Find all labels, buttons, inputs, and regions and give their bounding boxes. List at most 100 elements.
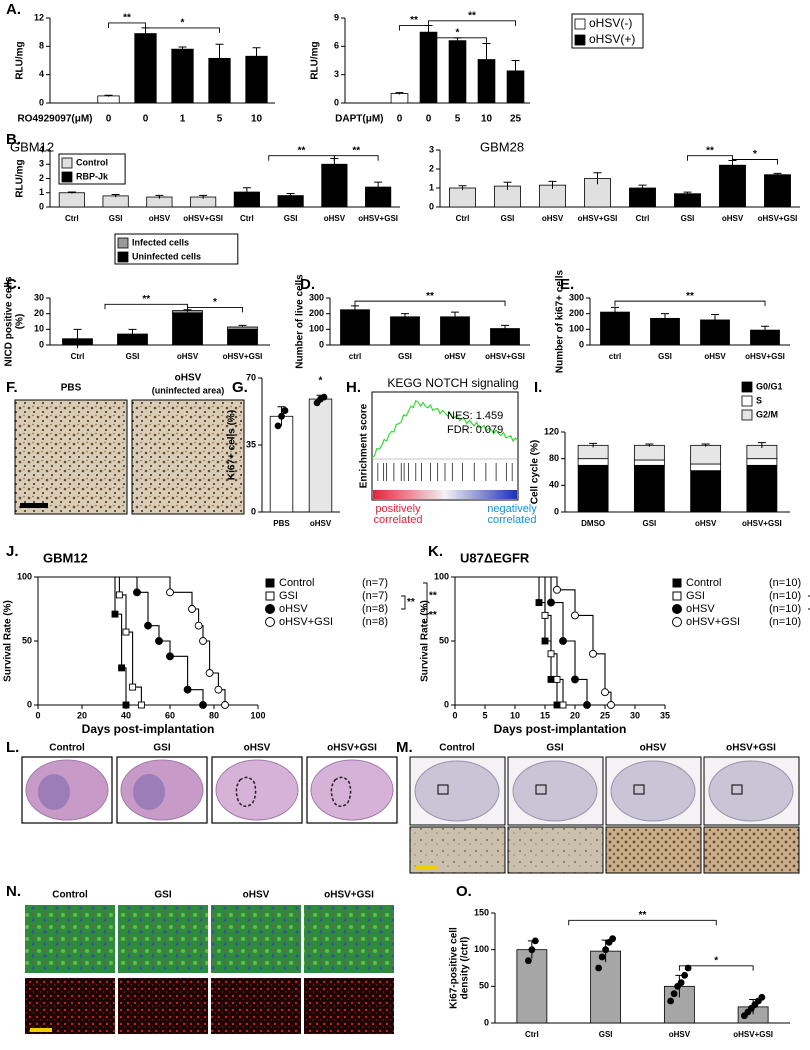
legend-n: (n=10) xyxy=(769,577,801,589)
x-tick-label: GSI xyxy=(658,352,672,361)
marker xyxy=(111,610,119,618)
y-tick-label: 0 xyxy=(39,97,44,107)
x-tick-label: oHSV+GSI xyxy=(578,214,618,223)
error-bar xyxy=(645,443,654,447)
error-bar xyxy=(661,313,669,324)
marker xyxy=(133,588,141,597)
error-bar xyxy=(286,192,295,198)
significance-bracket xyxy=(678,965,754,971)
y-tick-label: 2 xyxy=(39,173,44,183)
image-note: (uninfected area) xyxy=(152,385,225,395)
marker xyxy=(547,650,555,658)
significance-label: ** xyxy=(407,597,415,608)
legend-label: G2/M xyxy=(756,409,778,419)
tumor-outline xyxy=(330,776,352,807)
legend-marker xyxy=(265,578,275,588)
legend-marker xyxy=(672,578,682,588)
inset-box xyxy=(535,784,547,795)
y-tick-label: 40 xyxy=(549,480,559,490)
bar xyxy=(633,444,665,461)
data-point xyxy=(667,997,675,1005)
x-tick-label: GSI xyxy=(501,214,515,223)
legend-swatch xyxy=(574,34,586,46)
bar xyxy=(449,187,476,208)
y-tick-label: 200 xyxy=(569,308,584,318)
y-tick-label: 0 xyxy=(554,506,559,516)
fluorescence-merged xyxy=(304,905,394,973)
x-tick-label: oHSV xyxy=(542,214,564,223)
significance-bracket xyxy=(568,919,717,926)
y-axis-label: Enrichment score xyxy=(359,403,370,488)
panel-label: K. xyxy=(428,543,443,560)
y-tick-label: 10 xyxy=(34,324,44,334)
y-tick-label: 35 xyxy=(246,439,256,449)
legend-n: (n=10) xyxy=(769,616,801,628)
marker xyxy=(547,675,555,683)
gsea-label: correlated xyxy=(488,514,537,526)
legend-label: S xyxy=(756,395,762,405)
x-tick-label: 0 xyxy=(106,114,112,125)
marker xyxy=(205,669,214,677)
marker xyxy=(559,701,567,709)
gsea-label: correlated xyxy=(374,514,423,526)
y-tick-label: 0 xyxy=(484,1017,489,1027)
y-tick-label: 100 xyxy=(474,944,489,954)
significance-label: ** xyxy=(706,145,714,156)
image-label: GSI xyxy=(154,890,171,901)
panel-label: A. xyxy=(6,1,21,18)
y-axis-label: RLU/mg xyxy=(310,41,321,79)
y-tick-label: 300 xyxy=(569,292,584,302)
brain-section xyxy=(610,760,696,822)
brain-section xyxy=(310,759,394,821)
legend-label: Control xyxy=(76,157,108,167)
zoom-image xyxy=(507,826,604,874)
x-tick-label: 25 xyxy=(510,114,522,125)
error-bar xyxy=(593,172,602,185)
marker xyxy=(607,701,615,709)
x-tick-label: 5 xyxy=(482,710,487,720)
x-tick-label: 15 xyxy=(540,710,550,720)
bar xyxy=(516,949,548,1024)
y-tick-label: 200 xyxy=(309,308,324,318)
fluorescence-merged xyxy=(118,905,208,973)
bar xyxy=(97,95,120,104)
image-label: GSI xyxy=(546,743,563,754)
data-point xyxy=(670,990,678,998)
significance-label: ** xyxy=(298,145,306,156)
marker xyxy=(166,652,174,661)
error-bar xyxy=(511,60,520,82)
inset-box xyxy=(437,784,449,795)
significance-bracket xyxy=(354,300,506,307)
y-tick-label: 2 xyxy=(429,163,434,173)
y-tick-label: 50 xyxy=(22,635,32,645)
inset-box xyxy=(633,784,645,795)
panel-label: O. xyxy=(456,883,472,900)
significance-label: ** xyxy=(639,910,647,921)
gsea-frame xyxy=(371,391,519,501)
survival-curve xyxy=(455,576,612,705)
error-bar xyxy=(451,311,459,322)
x-tick-label: oHSV xyxy=(149,214,171,223)
legend-n: (n=10) xyxy=(769,590,801,602)
error-bar xyxy=(548,180,557,189)
y-axis-label: RLU/mg xyxy=(15,159,26,197)
y-tick-label: 0 xyxy=(334,97,339,107)
data-point xyxy=(602,946,610,954)
x-tick-label: 0 xyxy=(452,710,457,720)
micrograph xyxy=(131,399,245,515)
gsea-label: positively xyxy=(375,503,421,515)
legend-label: oHSV+GSI xyxy=(279,616,333,628)
micrograph xyxy=(14,399,128,515)
y-tick-label: 0 xyxy=(319,339,324,349)
significance-label: * xyxy=(319,375,323,386)
chart-title: KEGG NOTCH signaling xyxy=(387,376,518,390)
error-bar xyxy=(503,181,512,190)
bar xyxy=(390,316,420,346)
y-tick-label: 0 xyxy=(579,339,584,349)
legend-label: oHSV(+) xyxy=(589,32,635,46)
marker xyxy=(601,688,609,697)
panel-label: J. xyxy=(6,543,19,560)
marker xyxy=(553,701,561,709)
panel-label: L. xyxy=(6,739,19,756)
panel-label: I. xyxy=(534,379,542,396)
